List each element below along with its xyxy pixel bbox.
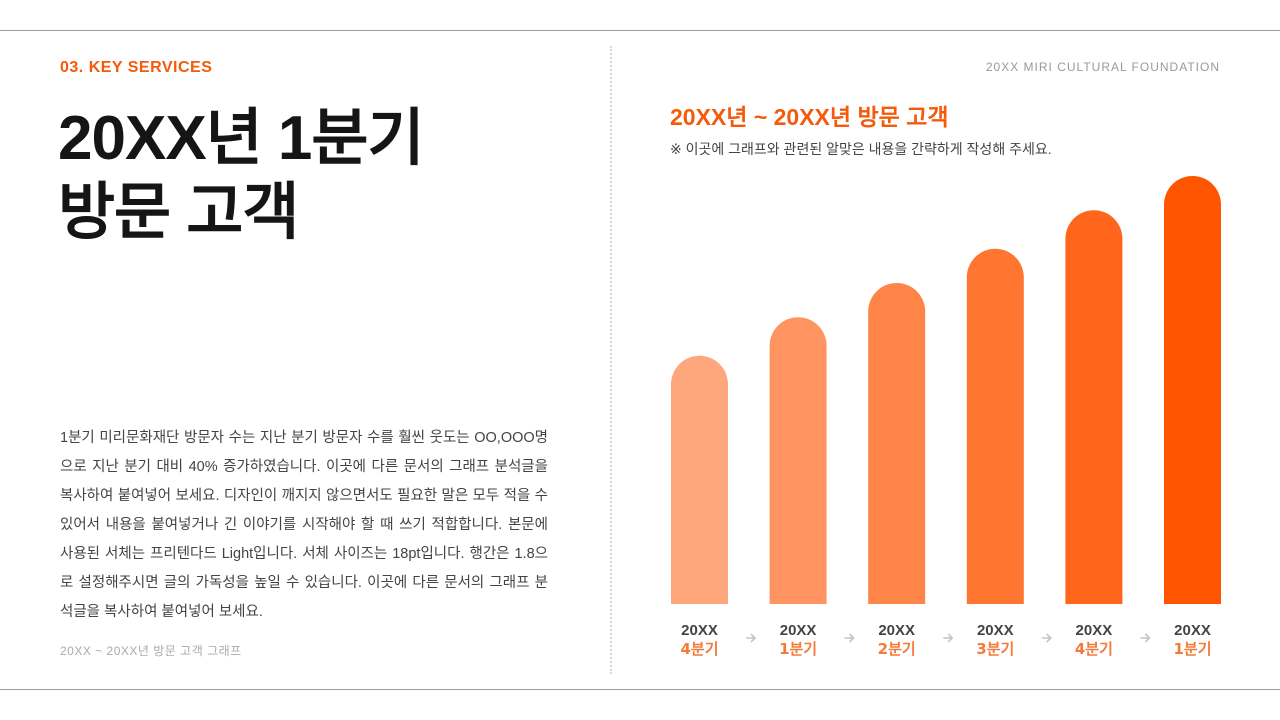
x-tick-year: 20XX: [977, 622, 1014, 639]
chart-subtitle: ※ 이곳에 그래프와 관련된 알맞은 내용을 간략하게 작성해 주세요.: [670, 141, 1052, 157]
x-tick-quarter: 3분기: [976, 640, 1014, 658]
bottom-rule: [0, 689, 1280, 690]
bar: [868, 283, 926, 604]
x-tick-year: 20XX: [1076, 622, 1113, 639]
vertical-divider: [610, 46, 612, 674]
bar: [671, 355, 728, 604]
bar: [1164, 176, 1221, 605]
arrow-right-icon: [1041, 633, 1052, 643]
arrow-right-icon: [844, 633, 855, 643]
x-tick-year: 20XX: [878, 622, 915, 639]
x-tick-quarter: 4분기: [680, 640, 718, 658]
x-tick-quarter: 1분기: [1173, 640, 1211, 658]
x-tick-quarter: 2분기: [878, 640, 916, 658]
bar: [966, 248, 1024, 604]
page-title: 20XX년 1분기 방문 고객: [58, 102, 424, 250]
caption: 20XX ~ 20XX년 방문 고객 그래프: [60, 644, 242, 658]
chart-title: 20XX년 ~ 20XX년 방문 고객: [670, 104, 949, 130]
title-line-1: 20XX년 1분기: [58, 104, 424, 173]
x-tick-year: 20XX: [1174, 622, 1211, 639]
x-tick-year: 20XX: [780, 622, 817, 639]
title-line-2: 방문 고객: [58, 178, 299, 247]
x-tick-quarter: 1분기: [779, 640, 817, 658]
bar: [769, 317, 827, 604]
x-tick-year: 20XX: [681, 622, 718, 639]
x-tick-quarter: 4분기: [1075, 640, 1113, 658]
top-rule: [0, 30, 1280, 31]
arrow-right-icon: [1140, 633, 1151, 643]
arrow-right-icon: [746, 633, 757, 643]
section-label: 03. KEY SERVICES: [60, 59, 213, 76]
organization-name: 20XX MIRI CULTURAL FOUNDATION: [985, 60, 1220, 74]
body-text: 1분기 미리문화재단 방문자 수는 지난 분기 방문자 수를 훨씬 웃도는 OO…: [60, 430, 548, 620]
arrow-right-icon: [943, 633, 954, 643]
bar: [1065, 210, 1123, 605]
